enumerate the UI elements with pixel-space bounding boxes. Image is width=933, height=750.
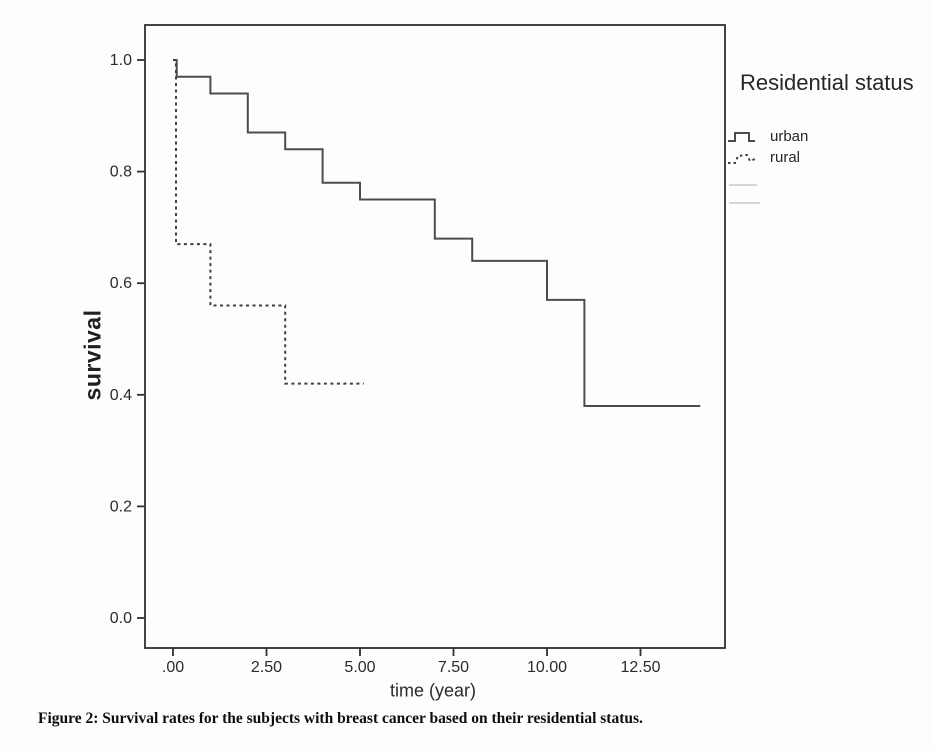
urban-line-icon bbox=[728, 131, 755, 142]
y-tick-label: 0.0 bbox=[110, 610, 132, 627]
legend-faint-entry-1 bbox=[729, 184, 757, 186]
y-tick-label: 0.4 bbox=[110, 387, 132, 404]
y-tick-label: 0.2 bbox=[110, 498, 132, 515]
legend-label-urban: urban bbox=[770, 128, 809, 145]
rural-line-icon bbox=[728, 153, 756, 164]
legend-title: Residential status bbox=[740, 70, 914, 95]
plot-frame bbox=[144, 24, 726, 649]
y-tick-label: 0.8 bbox=[110, 164, 132, 181]
legend-item-rural: rural bbox=[727, 147, 927, 168]
y-tick-label: 1.0 bbox=[110, 52, 132, 69]
x-tick-label: .00 bbox=[162, 659, 184, 676]
figure-caption: Figure 2: Survival rates for the subject… bbox=[38, 710, 643, 727]
x-tick-label: 2.50 bbox=[251, 659, 282, 676]
legend-faint-entry-2 bbox=[729, 202, 760, 204]
x-tick-label: 5.00 bbox=[344, 659, 375, 676]
rural-series-line bbox=[173, 59, 364, 385]
x-tick-label: 10.00 bbox=[527, 659, 567, 676]
y-tick-label: 0.6 bbox=[110, 275, 132, 292]
y-axis-title: survival bbox=[79, 309, 106, 401]
x-tick-label: 12.50 bbox=[620, 659, 660, 676]
legend: Residential status urban rural bbox=[727, 70, 927, 204]
x-axis-title: time (year) bbox=[389, 680, 477, 701]
urban-series-line bbox=[173, 59, 701, 407]
x-tick-label: 7.50 bbox=[438, 659, 469, 676]
legend-item-urban: urban bbox=[727, 126, 927, 147]
legend-label-rural: rural bbox=[770, 149, 801, 166]
